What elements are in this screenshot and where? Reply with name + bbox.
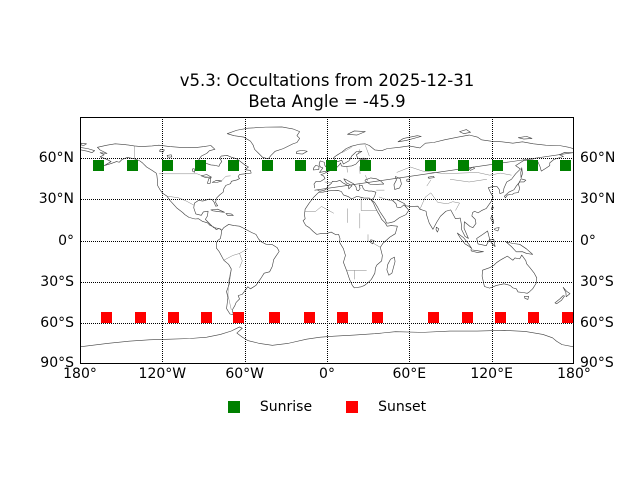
sunset-marker (232, 311, 244, 323)
sunset-marker (101, 311, 113, 323)
x-tick-label: 60°W (225, 366, 264, 382)
sunset-marker (528, 311, 540, 323)
legend-item-sunset: Sunset (346, 400, 426, 414)
legend-swatch-sunrise (227, 401, 240, 413)
sunrise-marker (458, 160, 470, 172)
sunset-marker (462, 311, 474, 323)
y-tick-label-right: 90°S (580, 354, 614, 371)
legend-swatch-sunset (346, 401, 359, 413)
sunset-marker (168, 311, 180, 323)
sunrise-marker (559, 160, 571, 172)
sunrise-marker (527, 160, 539, 172)
y-tick-label-right: 60°S (580, 314, 614, 331)
y-tick-label-left: 30°N (38, 191, 74, 208)
y-tick-label-right: 60°N (580, 150, 616, 167)
x-tick-label: 60°E (392, 366, 427, 382)
sunset-marker (134, 311, 146, 323)
sunrise-marker (228, 160, 240, 172)
legend-label-sunset: Sunset (378, 399, 427, 415)
sunrise-marker (359, 160, 371, 172)
y-tick-label-right: 30°N (580, 191, 616, 208)
plot-title: v5.3: Occultations from 2025-12-31 Beta … (80, 70, 574, 112)
x-tick-label: 0° (319, 366, 335, 382)
sunset-marker (303, 311, 315, 323)
country-borders (134, 145, 512, 310)
sunrise-marker (491, 160, 503, 172)
sunset-marker (495, 311, 507, 323)
sunrise-marker (127, 160, 139, 172)
sunrise-marker (161, 160, 173, 172)
sunset-marker (200, 311, 212, 323)
legend-label-sunrise: Sunrise (259, 399, 313, 415)
sunrise-marker (326, 160, 338, 172)
legend: Sunrise Sunset (80, 400, 574, 414)
sunset-marker (269, 311, 281, 323)
gridline-meridian (491, 117, 493, 364)
legend-item-sunrise: Sunrise (227, 399, 313, 415)
y-tick-label-left: 60°S (40, 314, 74, 331)
plot-title-line2: Beta Angle = -45.9 (248, 92, 406, 111)
gridline-meridian (409, 117, 411, 364)
gridline-meridian (244, 117, 246, 364)
y-tick-label-left: 30°S (40, 273, 74, 290)
y-tick-label-right: 0° (580, 232, 596, 249)
sunset-marker (372, 311, 384, 323)
sunset-marker (427, 311, 439, 323)
x-tick-label: 120°E (470, 366, 513, 382)
plot-title-line1: v5.3: Occultations from 2025-12-31 (179, 71, 475, 90)
sunset-marker (337, 311, 349, 323)
gridline-meridian (162, 117, 164, 364)
sunrise-marker (194, 160, 206, 172)
sunset-marker (561, 311, 573, 323)
x-tick-label: 180° (63, 366, 97, 382)
x-tick-label: 180° (557, 366, 591, 382)
gridline-meridian (327, 117, 328, 364)
sunrise-marker (294, 160, 306, 172)
y-tick-label-left: 60°N (38, 150, 74, 167)
sunrise-marker (261, 160, 273, 172)
x-tick-label: 120°W (138, 366, 187, 382)
y-tick-label-left: 90°S (40, 354, 74, 371)
sunrise-marker (425, 160, 437, 172)
sunrise-marker (93, 160, 105, 172)
y-tick-label-right: 30°S (580, 273, 614, 290)
y-tick-label-left: 0° (58, 232, 74, 249)
